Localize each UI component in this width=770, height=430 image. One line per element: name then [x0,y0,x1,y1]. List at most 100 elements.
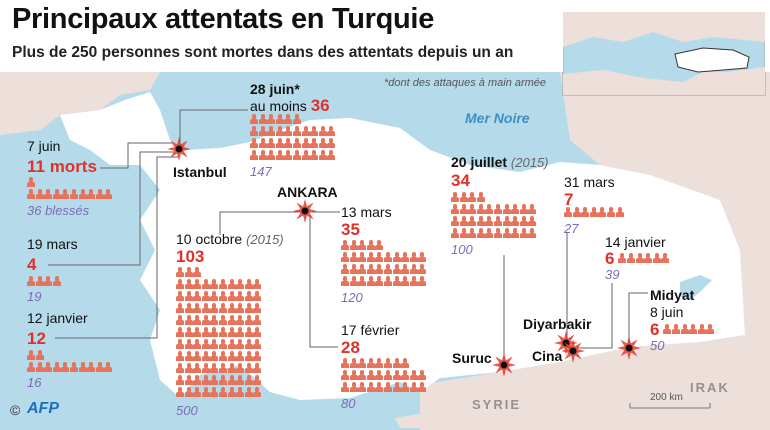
person-icon [218,375,227,386]
attack-date-line: 10 octobre (2015) [176,231,284,247]
person-icon [210,375,219,386]
person-icon [358,240,367,251]
person-icon [409,276,418,287]
attack-date: 13 mars [341,204,392,220]
person-icon [253,315,262,326]
person-icon [392,370,401,381]
person-icon [218,363,227,374]
sea-label: Mer Noire [465,110,530,126]
person-icon [358,276,367,287]
attack-deaths-line: au moins 36 [250,96,330,116]
person-icon [318,138,327,149]
person-icon [210,315,219,326]
person-icon [176,387,184,398]
person-icon [193,291,202,302]
person-icon [44,276,53,287]
person-icon [502,204,511,215]
copyright-symbol: © [10,402,21,418]
attack-deaths-line: 6 [650,320,715,340]
footnote: *dont des attaques à main armée [384,77,547,89]
figure-row [341,276,431,288]
attack-injured: 50 [650,338,665,353]
person-icon [468,204,477,215]
city-diyarbakir: Diyarbakir [523,316,592,332]
person-icon [104,189,113,200]
person-icon [341,370,349,381]
person-icon [301,126,310,137]
person-icon [253,279,262,290]
person-icon [184,303,193,314]
person-icon [493,216,502,227]
person-icon [218,291,227,302]
figure-row [176,291,266,303]
person-icon [218,315,227,326]
figure-row [451,228,541,240]
person-icon [284,150,293,161]
death-figures [451,192,541,240]
person-icon [35,362,44,373]
person-icon [184,267,193,278]
person-icon [193,267,202,278]
person-icon [392,358,401,369]
person-icon [236,303,245,314]
person-icon [284,138,293,149]
person-icon [383,264,392,275]
person-icon [236,339,245,350]
attack-injured: 147 [250,164,272,179]
person-icon [193,363,202,374]
person-icon [310,138,319,149]
person-icon [409,370,418,381]
person-icon [519,228,528,239]
attack-deaths: 7 [564,190,574,209]
person-icon [341,358,349,369]
person-icon [193,387,202,398]
attack-deaths-line: 6 [605,249,670,269]
person-icon [244,363,253,374]
attack-deaths: 28 [341,338,360,357]
person-icon [87,362,96,373]
person-icon [409,382,418,393]
deaths-prefix: au moins [250,98,307,114]
person-icon [236,327,245,338]
year-text: (2015) [510,155,549,170]
figure-row [27,189,117,201]
attack-deaths: 12 [27,329,46,348]
person-icon [409,264,418,275]
explosion-icon-cina [560,338,586,364]
person-icon [401,370,410,381]
person-icon [451,192,459,203]
person-icon [227,387,236,398]
person-icon [627,252,636,264]
figure-row [176,363,266,375]
person-icon [672,323,681,335]
figure-row [250,150,340,162]
person-icon [697,323,706,335]
person-icon [401,276,410,287]
person-icon [528,216,537,227]
figure-row [27,362,117,374]
figure-row [451,192,541,204]
explosion-icon-midyat [616,335,642,361]
attack-injured: 80 [341,396,356,411]
figure-row [27,350,117,362]
lake-van [680,275,712,300]
person-icon [451,204,459,215]
person-icon [358,264,367,275]
person-icon [210,339,219,350]
person-icon [581,207,590,218]
person-icon [253,339,262,350]
subtitle: Plus de 250 personnes sont mortes dans d… [12,44,514,61]
person-icon [176,363,184,374]
person-icon [87,189,96,200]
person-icon [366,240,375,251]
person-icon [78,362,87,373]
person-icon [227,327,236,338]
person-icon [61,362,70,373]
person-icon [327,126,336,137]
person-icon [236,291,245,302]
person-icon [502,216,511,227]
person-icon [618,252,627,264]
person-icon [218,387,227,398]
person-icon [409,252,418,263]
person-icon [61,189,70,200]
